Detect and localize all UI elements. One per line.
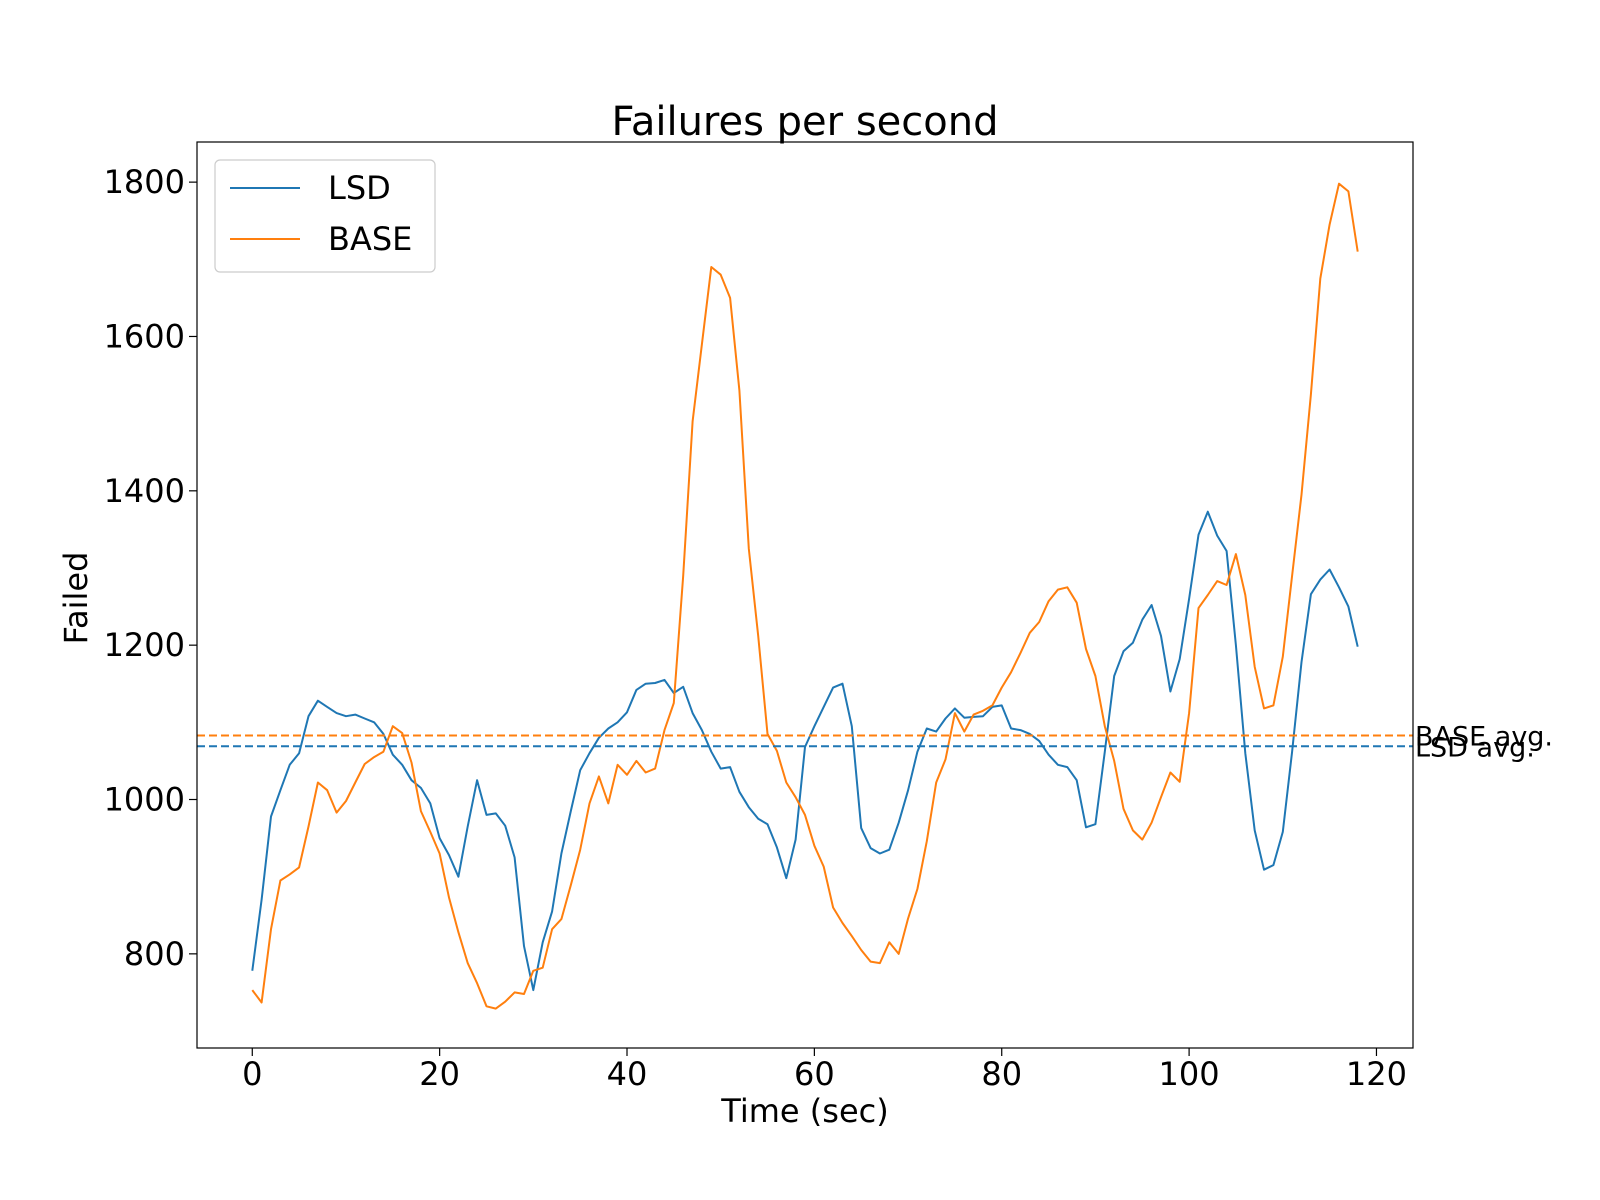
legend-label-lsd: LSD	[328, 169, 391, 207]
x-tick-label: 20	[419, 1055, 460, 1093]
y-tick-label: 1000	[104, 781, 185, 819]
legend: LSD BASE	[214, 159, 436, 273]
x-axis-ticks: 0 20 40 60 80 100 120	[242, 1048, 1407, 1093]
x-tick-label: 120	[1346, 1055, 1407, 1093]
x-tick-label: 80	[981, 1055, 1022, 1093]
y-tick-label: 1800	[104, 163, 185, 201]
series-layer	[251, 182, 1359, 1010]
chart-title: Failures per second	[612, 99, 999, 145]
y-tick-label: 1600	[104, 317, 185, 355]
x-tick-label: 60	[794, 1055, 835, 1093]
y-tick-label: 1400	[104, 472, 185, 510]
series-line-lsd	[251, 510, 1359, 992]
plot-frame	[196, 141, 1414, 1049]
x-axis-title: Time (sec)	[720, 1092, 888, 1130]
y-tick-label: 800	[124, 935, 185, 973]
x-tick-label: 100	[1159, 1055, 1220, 1093]
y-tick-label: 1200	[104, 626, 185, 664]
x-tick-label: 40	[607, 1055, 648, 1093]
avg-label-base: BASE avg.	[1415, 721, 1553, 752]
plot-area: BASE avg.LSD avg.	[197, 182, 1553, 1010]
x-tick-label: 0	[242, 1055, 262, 1093]
y-axis-ticks: 800 1000 1200 1400 1600 1800	[104, 163, 197, 973]
reference-lines: BASE avg.LSD avg.	[197, 721, 1553, 763]
legend-label-base: BASE	[328, 220, 412, 258]
y-axis-title: Failed	[57, 552, 95, 645]
avg-label-lsd: LSD avg.	[1415, 732, 1535, 763]
series-line-base	[251, 182, 1359, 1010]
